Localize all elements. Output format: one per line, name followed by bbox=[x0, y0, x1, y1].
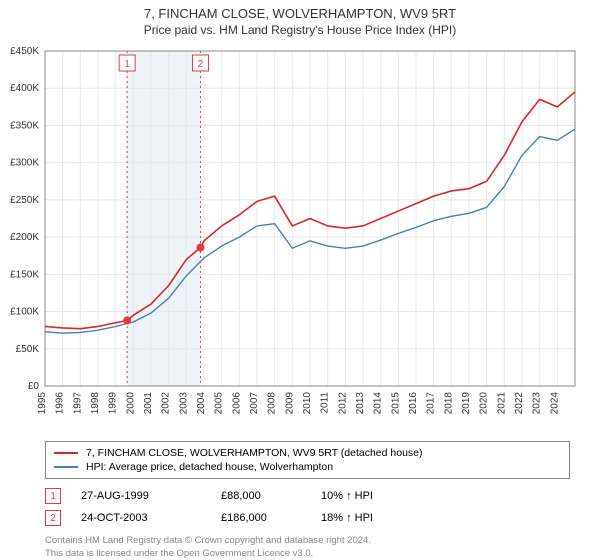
page-title: 7, FINCHAM CLOSE, WOLVERHAMPTON, WV9 5RT bbox=[0, 0, 600, 21]
svg-text:£0: £0 bbox=[28, 381, 40, 392]
sales-table: 1 27-AUG-1999£88,00010% ↑ HPI 2 24-OCT-2003… bbox=[45, 485, 570, 529]
footer-line-2: This data is licensed under the Open Gov… bbox=[45, 548, 313, 559]
svg-text:£150K: £150K bbox=[10, 269, 39, 280]
svg-text:2019: 2019 bbox=[461, 392, 472, 415]
sale-delta: 18% ↑ HPI bbox=[321, 512, 373, 524]
svg-text:2003: 2003 bbox=[178, 392, 189, 415]
svg-text:2022: 2022 bbox=[514, 392, 525, 415]
svg-text:2018: 2018 bbox=[443, 392, 454, 415]
sale-date: 27-AUG-1999 bbox=[81, 490, 221, 502]
svg-text:2023: 2023 bbox=[532, 392, 543, 415]
svg-text:2007: 2007 bbox=[249, 392, 260, 415]
legend: 7, FINCHAM CLOSE, WOLVERHAMPTON, WV9 5RT… bbox=[45, 441, 570, 479]
svg-text:£350K: £350K bbox=[10, 120, 39, 131]
sale-marker: 1 bbox=[45, 488, 61, 504]
svg-text:1999: 1999 bbox=[108, 392, 119, 415]
page-subtitle: Price paid vs. HM Land Registry's House … bbox=[0, 21, 600, 41]
svg-text:2013: 2013 bbox=[355, 392, 366, 415]
sale-date: 24-OCT-2003 bbox=[81, 512, 221, 524]
svg-text:2020: 2020 bbox=[479, 392, 490, 415]
svg-text:£300K: £300K bbox=[10, 158, 39, 169]
sale-delta: 10% ↑ HPI bbox=[321, 490, 373, 502]
svg-text:2009: 2009 bbox=[284, 392, 295, 415]
legend-label: 7, FINCHAM CLOSE, WOLVERHAMPTON, WV9 5RT… bbox=[86, 447, 423, 459]
svg-text:2005: 2005 bbox=[214, 392, 225, 415]
svg-text:£450K: £450K bbox=[10, 46, 39, 57]
svg-text:2024: 2024 bbox=[549, 392, 560, 415]
svg-text:1: 1 bbox=[124, 59, 130, 70]
legend-label: HPI: Average price, detached house, Wolv… bbox=[86, 461, 333, 473]
svg-text:2002: 2002 bbox=[161, 392, 172, 415]
svg-text:2006: 2006 bbox=[231, 392, 242, 415]
svg-text:2011: 2011 bbox=[320, 392, 331, 414]
chart-svg: £0 £50K £100K £150K £200K £250K £300K £350K £400… bbox=[0, 41, 600, 421]
svg-text:1996: 1996 bbox=[55, 392, 66, 415]
legend-item: 7, FINCHAM CLOSE, WOLVERHAMPTON, WV9 5RT… bbox=[54, 446, 561, 460]
sale-price: £88,000 bbox=[221, 490, 321, 502]
sale-marker: 2 bbox=[45, 510, 61, 526]
sale-row: 2 24-OCT-2003£186,00018% ↑ HPI bbox=[45, 507, 570, 529]
svg-text:2008: 2008 bbox=[267, 392, 278, 415]
svg-text:2017: 2017 bbox=[426, 392, 437, 415]
svg-text:£200K: £200K bbox=[10, 232, 39, 243]
svg-text:2000: 2000 bbox=[125, 392, 136, 415]
svg-text:£250K: £250K bbox=[10, 195, 39, 206]
legend-swatch bbox=[54, 452, 78, 454]
svg-text:2016: 2016 bbox=[408, 392, 419, 415]
svg-text:1998: 1998 bbox=[90, 392, 101, 415]
svg-text:2012: 2012 bbox=[337, 392, 348, 415]
sale-price: £186,000 bbox=[221, 512, 321, 524]
svg-text:1997: 1997 bbox=[72, 392, 83, 415]
footer-attribution: Contains HM Land Registry data © Crown c… bbox=[45, 535, 570, 560]
svg-text:£100K: £100K bbox=[10, 307, 39, 318]
svg-text:£400K: £400K bbox=[10, 83, 39, 94]
legend-swatch bbox=[54, 466, 78, 468]
sale-row: 1 27-AUG-1999£88,00010% ↑ HPI bbox=[45, 485, 570, 507]
svg-text:£50K: £50K bbox=[16, 344, 40, 355]
svg-text:2: 2 bbox=[198, 59, 204, 70]
svg-text:2021: 2021 bbox=[496, 392, 507, 415]
svg-text:2004: 2004 bbox=[196, 392, 207, 415]
legend-item: HPI: Average price, detached house, Wolv… bbox=[54, 460, 561, 474]
svg-text:2010: 2010 bbox=[302, 392, 313, 415]
svg-text:2001: 2001 bbox=[143, 392, 154, 415]
svg-text:2015: 2015 bbox=[390, 392, 401, 415]
price-chart: £0 £50K £100K £150K £200K £250K £300K £350K £400… bbox=[0, 41, 600, 437]
svg-text:1995: 1995 bbox=[37, 392, 48, 415]
footer-line-1: Contains HM Land Registry data © Crown c… bbox=[45, 535, 371, 546]
svg-text:2014: 2014 bbox=[373, 392, 384, 415]
